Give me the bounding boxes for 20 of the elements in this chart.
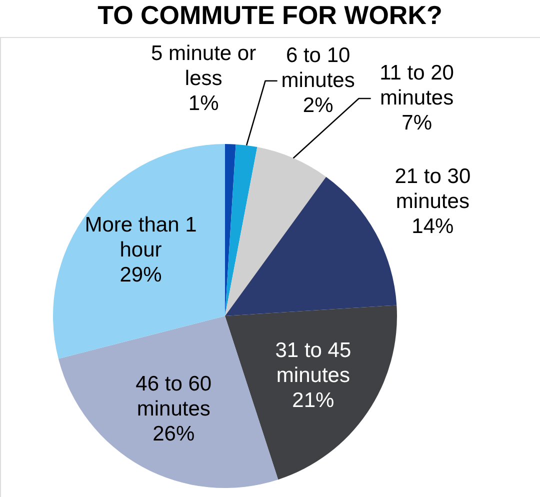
pie-slice [225,305,397,480]
pie-slice [53,144,225,359]
pie-slice [225,144,258,316]
slice-label: 11 to 20 minutes [380,61,454,110]
slice-label: 6 to 10 minutes [281,44,355,92]
slice-label: 46 to 60 minutes [136,372,212,420]
data-label: 26% [152,422,195,446]
data-label: 1% [188,92,219,116]
chart-title: TO COMMUTE FOR WORK? [98,0,442,30]
data-label: 21% [292,388,334,412]
slice-label: More than 1 hour [84,214,197,262]
data-label: 2% [302,94,334,117]
slice-label: 31 to 45 minutes [275,338,352,387]
pie-slice [225,176,397,316]
data-label: 29% [120,264,162,287]
data-label: 7% [402,111,432,134]
data-label: 14% [412,214,454,238]
slice-label: 5 minute or less [151,42,256,90]
pie-slice [225,147,326,316]
slice-label: 21 to 30 minutes [394,164,471,213]
